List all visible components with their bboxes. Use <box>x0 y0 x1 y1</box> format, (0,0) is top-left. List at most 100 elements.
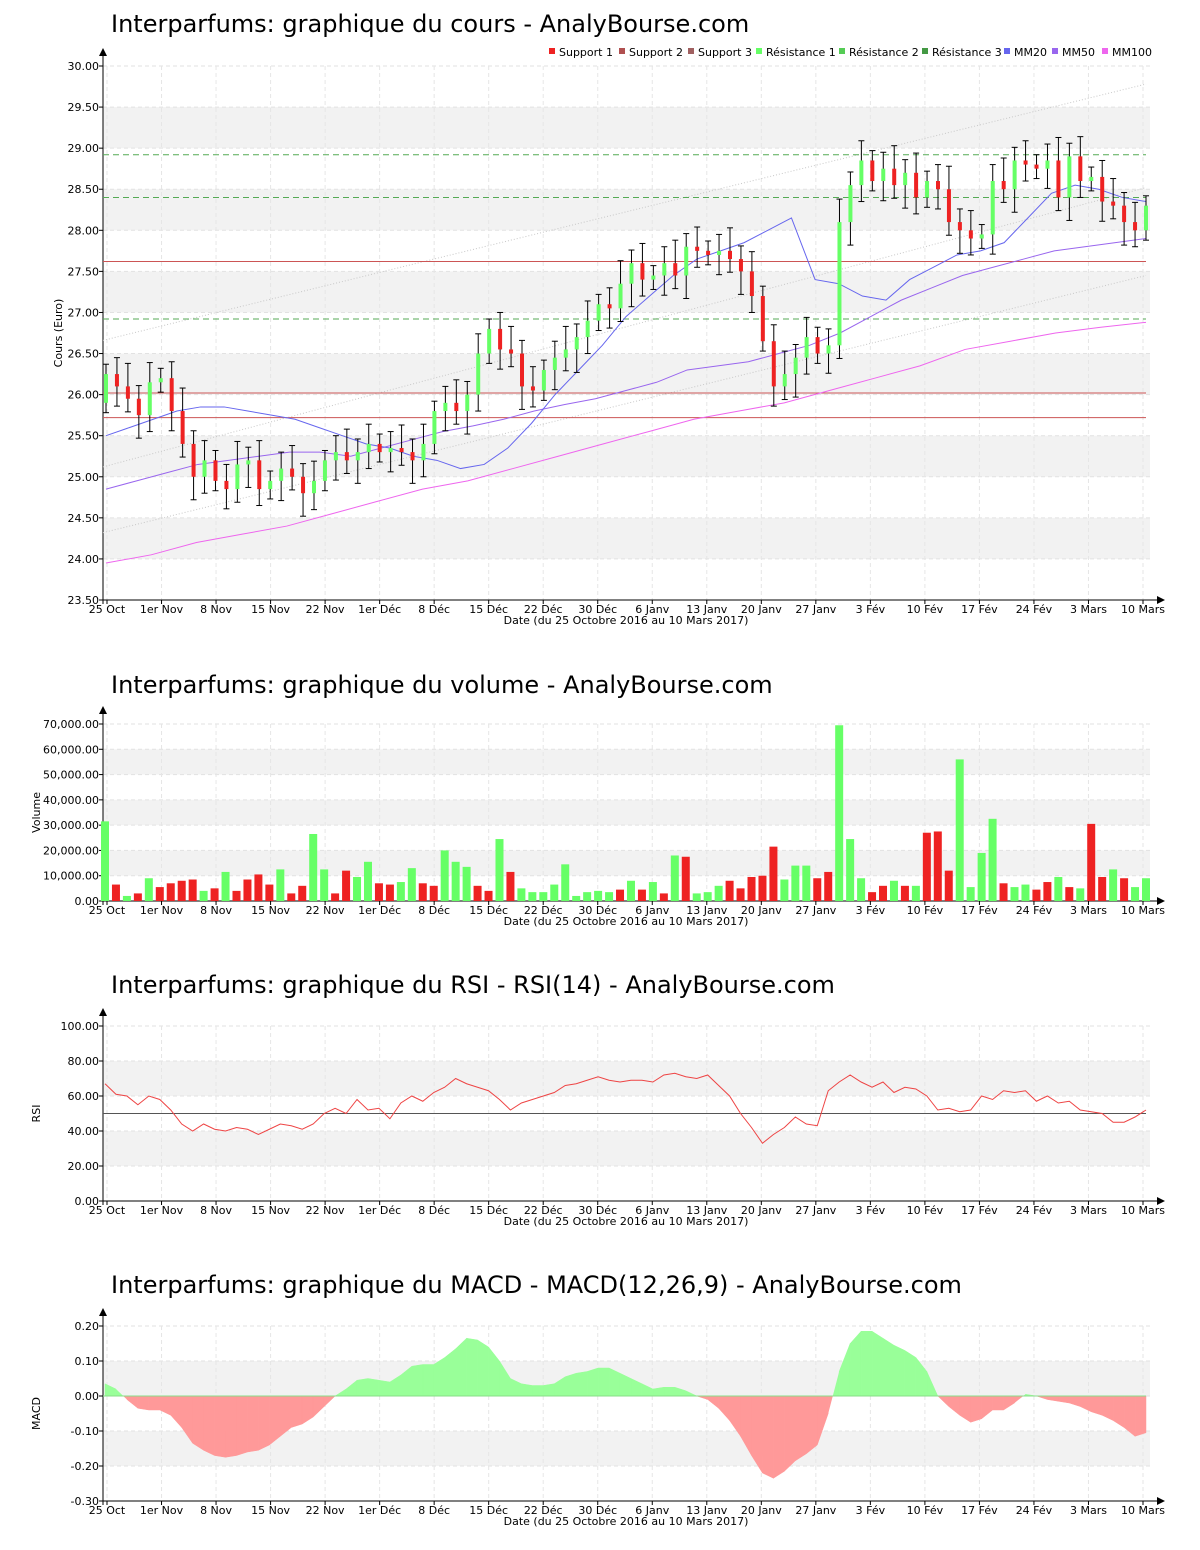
volume-bar <box>572 895 581 901</box>
volume-bar <box>637 889 646 901</box>
volume-bar <box>122 895 131 901</box>
volume-bar <box>988 818 997 901</box>
volume-bar <box>900 885 909 901</box>
volume-bar <box>331 893 340 901</box>
price-ytick-label: 30.00 <box>68 60 100 73</box>
volume-bar <box>725 880 734 901</box>
volume-bar <box>1032 889 1041 901</box>
candle-body <box>760 296 765 342</box>
volume-bar <box>418 883 427 901</box>
rsi-xtick-label: 15 Nov <box>251 1204 290 1217</box>
candle-body <box>399 448 404 453</box>
macd-area-segment <box>795 1395 807 1462</box>
macd-area-segment <box>1101 1395 1114 1421</box>
legend-swatch <box>619 48 625 54</box>
candle-body <box>728 250 732 260</box>
rsi-xtick-label: 6 Janv <box>635 1204 669 1217</box>
volume-bar <box>1054 876 1063 901</box>
volume-bar <box>517 888 526 901</box>
candle-body <box>279 468 284 481</box>
legend-label: Résistance 3 <box>932 46 1002 59</box>
candle-body <box>432 411 437 444</box>
rsi-ytick-label: 60.00 <box>68 1090 100 1103</box>
macd-area-segment <box>1003 1395 1015 1411</box>
macd-area-segment <box>192 1395 204 1451</box>
rsi-line <box>104 1072 1147 1144</box>
rsi-xtick-label: 25 Oct <box>89 1204 126 1217</box>
volume-bar <box>583 892 592 901</box>
rsi-xtick-label: 8 Nov <box>200 1204 232 1217</box>
volume-bar <box>1087 823 1096 901</box>
candle-body <box>684 246 689 276</box>
volume-ytick-label: 10,000.00 <box>43 870 99 883</box>
price-ytick-label: 28.50 <box>68 183 100 196</box>
volume-bar <box>396 882 405 901</box>
volume-bar <box>616 889 625 901</box>
macd-area-segment <box>838 1343 851 1397</box>
macd-area-segment <box>608 1367 621 1397</box>
macd-ytick-label: -0.10 <box>71 1425 99 1438</box>
macd-area-segment <box>433 1357 445 1397</box>
macd-area-segment <box>258 1395 270 1451</box>
candle-body <box>804 337 809 358</box>
price-xtick-label: 22 Déc <box>524 603 563 616</box>
volume-ytick-label: 30,000.00 <box>43 819 99 832</box>
macd-area-segment <box>214 1395 226 1458</box>
candle-body <box>815 337 820 354</box>
legend-swatch <box>688 48 694 54</box>
macd-area-segment <box>1069 1395 1081 1407</box>
candle-body <box>301 476 306 494</box>
volume-xtick-label: 10 Mars <box>1121 904 1165 917</box>
macd-area-segment <box>301 1395 314 1425</box>
volume-xtick-label: 17 Fév <box>961 904 998 917</box>
rsi-chart: 0.00 20.00 40.00 60.00 80.00 100.00 25 Oct 1er … <box>30 1008 1165 1228</box>
candle-body <box>640 263 645 280</box>
macd-area-segment <box>1090 1395 1103 1416</box>
candle-body <box>114 374 119 387</box>
volume-bar <box>692 893 701 901</box>
macd-area-segment <box>937 1395 950 1408</box>
candle-body <box>771 341 776 387</box>
volume-bar <box>802 865 811 901</box>
macd-area-segment <box>236 1395 248 1456</box>
volume-bar <box>363 861 372 901</box>
macd-area-segment <box>696 1395 708 1400</box>
price-xtick-label: 1er Déc <box>358 603 401 616</box>
macd-area-segment <box>225 1395 237 1458</box>
rsi-ytick-label: 100.00 <box>61 1020 100 1033</box>
volume-bar <box>561 864 570 901</box>
candle-body <box>290 468 295 477</box>
volume-bar <box>550 884 559 901</box>
volume-ytick-label: 0.00 <box>75 895 100 908</box>
volume-bar <box>506 871 515 901</box>
price-ytick-label: 26.00 <box>68 389 100 402</box>
macd-area-segment <box>784 1395 796 1472</box>
price-xtick-label: 1er Nov <box>140 603 184 616</box>
macd-xtick-label: 3 Mars <box>1070 1504 1107 1517</box>
candle-body <box>136 398 141 416</box>
macd-area-segment <box>871 1330 884 1397</box>
candle-body <box>1045 160 1050 169</box>
macd-xtick-label: 20 Janv <box>741 1504 782 1517</box>
macd-xtick-label: 8 Déc <box>418 1504 450 1517</box>
candle-body <box>322 460 327 481</box>
candle-body <box>914 172 919 198</box>
volume-bar <box>177 880 186 901</box>
rsi-xtick-label: 13 Janv <box>686 1204 727 1217</box>
rsi-band <box>103 1131 1150 1166</box>
macd-area-segment <box>1014 1396 1024 1403</box>
macd-area-segment <box>1123 1395 1136 1437</box>
volume-bar <box>342 870 351 901</box>
candle-body <box>509 349 514 354</box>
volume-band <box>103 799 1150 826</box>
candle-body <box>717 250 722 255</box>
rsi-xtick-label: 22 Déc <box>524 1204 563 1217</box>
macd-area-segment <box>1112 1395 1125 1428</box>
volume-bar <box>966 887 975 901</box>
macd-xtick-label: 10 Fév <box>907 1504 944 1517</box>
volume-bar <box>1109 869 1118 901</box>
price-band <box>103 189 1150 231</box>
macd-area-segment <box>367 1378 380 1397</box>
volume-bar <box>758 875 767 901</box>
volume-bar <box>309 833 318 901</box>
